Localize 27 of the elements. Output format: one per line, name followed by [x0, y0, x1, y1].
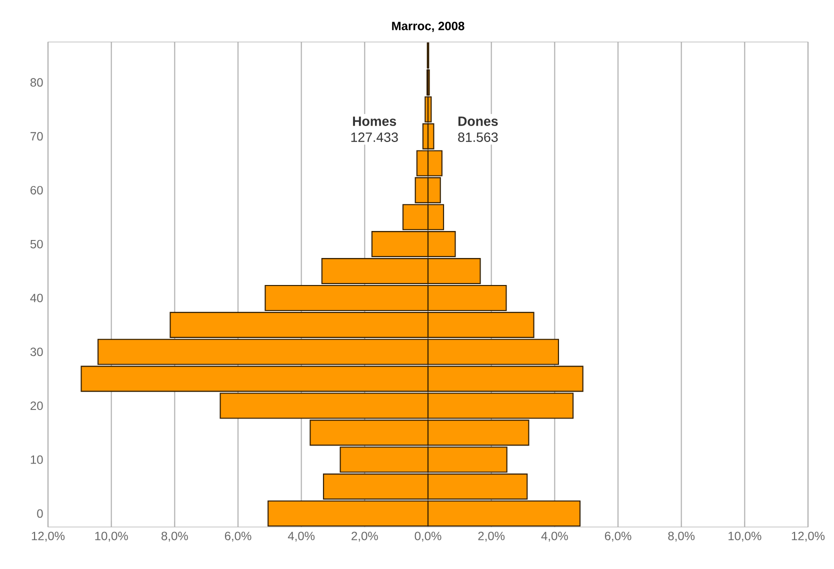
y-tick-label: 10	[30, 455, 43, 464]
annotation: 81.563	[458, 132, 498, 142]
y-tick-label: 20	[30, 401, 43, 410]
x-tick-label: 4,0%	[541, 532, 568, 542]
y-tick-label: 50	[30, 240, 43, 248]
x-tick-label: 6,0%	[604, 532, 632, 542]
series-label: Dones	[458, 116, 498, 126]
x-tick-label: 8,0%	[162, 532, 188, 542]
x-tick-label: 4,0%	[288, 532, 315, 542]
y-tick-label: 0	[37, 509, 43, 518]
x-tick-label: 8,0%	[668, 532, 695, 542]
annotation: 127.433	[351, 132, 398, 142]
x-tick-label: 6,0%	[224, 532, 252, 542]
x-tick-label: 2,0%	[352, 532, 378, 542]
y-tick-label: 30	[30, 348, 43, 356]
y-tick-label: 80	[30, 78, 43, 87]
y-tick-label: 60	[30, 186, 43, 194]
chart-title: Marroc, 2008	[392, 22, 464, 32]
x-tick-label: 12,0%	[792, 532, 825, 542]
x-tick-label: 10,0%	[95, 532, 128, 542]
y-tick-label: 40	[30, 294, 43, 302]
x-tick-label: 10,0%	[728, 532, 762, 542]
text: Homes	[353, 116, 396, 126]
x-tick-label: 12,0%	[32, 532, 65, 542]
x-tick-label: 0,0%	[414, 532, 442, 542]
x-tick-label: 2,0%	[478, 532, 505, 542]
y-tick-label: 70	[30, 132, 43, 141]
